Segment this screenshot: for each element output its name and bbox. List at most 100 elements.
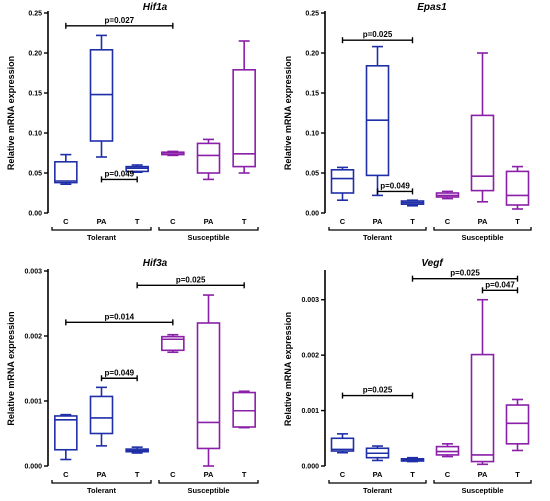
group-label: Tolerant <box>363 486 393 495</box>
box-iqr <box>330 169 355 194</box>
significance-bracket: p=0.027 <box>65 16 174 29</box>
box-tolerant-t <box>125 446 149 454</box>
y-tick-label: 0.05 <box>305 171 319 178</box>
sig-label: p=0.025 <box>363 30 393 39</box>
y-tick-label: 0.10 <box>28 131 42 138</box>
x-category-label: PA <box>204 470 214 479</box>
sig-label: p=0.025 <box>363 386 393 395</box>
box-iqr <box>330 437 355 452</box>
x-category-label: PA <box>478 217 488 226</box>
panel-3: Vegf Relative mRNA expression 0.000 0.001 0.… <box>283 258 532 495</box>
chart-title: Hif3a <box>143 258 168 269</box>
x-category-label: C <box>63 217 69 226</box>
box-tolerant-t <box>400 456 425 463</box>
panel-1: Epas1 Relative mRNA expression 0.00 0.05 0.1… <box>283 2 532 242</box>
x-category-label: T <box>515 470 520 479</box>
group-label: Susceptible <box>461 486 503 495</box>
sig-label: p=0.047 <box>485 280 515 289</box>
box-tolerant-c <box>54 153 78 185</box>
group-label: Susceptible <box>187 233 229 242</box>
y-tick-label: 0.003 <box>24 269 42 276</box>
x-category-label: C <box>445 217 451 226</box>
x-category-label: T <box>242 470 247 479</box>
significance-bracket: p=0.025 <box>341 30 414 44</box>
panel-0: Hif1a Relative mRNA expression 0.00 0.05 0.1… <box>6 2 259 242</box>
x-category-label: T <box>135 470 140 479</box>
x-category-label: PA <box>373 217 383 226</box>
box-iqr <box>470 114 495 192</box>
box-susceptible-t <box>232 40 256 174</box>
box-iqr <box>54 161 78 184</box>
sig-label: p=0.049 <box>380 181 410 190</box>
box-tolerant-c <box>54 413 78 461</box>
sig-label: p=0.025 <box>176 275 206 284</box>
group-bracket <box>328 480 427 484</box>
y-tick-label: 0.00 <box>28 211 42 218</box>
sig-label: p=0.049 <box>105 368 135 377</box>
significance-bracket: p=0.025 <box>136 275 245 289</box>
box-tolerant-c <box>330 433 355 454</box>
significance-bracket: p=0.014 <box>65 312 174 326</box>
box-tolerant-pa <box>365 445 390 462</box>
x-category-label: T <box>410 217 415 226</box>
box-susceptible-c <box>161 333 185 354</box>
group-label: Tolerant <box>363 233 393 242</box>
group-bracket <box>51 480 152 484</box>
chart-title: Vegf <box>421 258 444 269</box>
y-tick-label: 0.20 <box>305 51 319 58</box>
y-tick-label: 0.15 <box>305 91 319 98</box>
significance-bracket: p=0.047 <box>481 280 519 294</box>
box-susceptible-t <box>505 398 530 452</box>
x-category-label: PA <box>478 470 488 479</box>
x-category-label: C <box>445 470 451 479</box>
y-tick-label: 0.002 <box>301 353 319 360</box>
sig-label: p=0.049 <box>105 169 135 178</box>
box-susceptible-c <box>435 443 460 458</box>
box-iqr <box>196 322 221 450</box>
box-tolerant-t <box>400 199 425 207</box>
significance-bracket: p=0.049 <box>100 169 138 183</box>
box-tolerant-t <box>125 164 149 173</box>
box-tolerant-c <box>330 166 355 201</box>
y-tick-label: 0.15 <box>28 91 42 98</box>
x-category-label: T <box>135 217 140 226</box>
box-tolerant-pa <box>365 45 390 197</box>
chart-title: Epas1 <box>417 2 447 13</box>
y-axis-label: Relative mRNA expression <box>6 311 16 425</box>
x-category-label: PA <box>97 470 107 479</box>
sig-label: p=0.027 <box>105 16 135 25</box>
x-category-label: T <box>410 470 415 479</box>
box-susceptible-t <box>232 390 256 429</box>
y-tick-label: 0.001 <box>301 408 319 415</box>
x-category-label: T <box>242 217 247 226</box>
box-susceptible-pa <box>470 298 495 466</box>
x-category-label: C <box>340 470 346 479</box>
x-category-label: C <box>340 217 346 226</box>
x-category-label: PA <box>373 470 383 479</box>
group-label: Tolerant <box>87 233 117 242</box>
x-category-label: C <box>170 217 176 226</box>
y-tick-label: 0.001 <box>24 399 42 406</box>
panel-2: Hif3a Relative mRNA expression 0.000 0.001 0… <box>6 258 259 495</box>
box-susceptible-pa <box>196 294 221 467</box>
group-bracket <box>51 227 152 231</box>
y-tick-label: 0.05 <box>28 171 42 178</box>
x-category-label: C <box>170 470 176 479</box>
box-iqr <box>470 353 495 463</box>
box-susceptible-c <box>161 150 185 157</box>
y-tick-label: 0.10 <box>305 131 319 138</box>
box-iqr <box>161 335 185 352</box>
significance-bracket: p=0.049 <box>100 368 138 382</box>
box-susceptible-pa <box>196 138 221 181</box>
group-bracket <box>433 480 532 484</box>
y-axis-label: Relative mRNA expression <box>6 56 16 170</box>
y-tick-label: 0.000 <box>301 464 319 471</box>
y-tick-label: 0.000 <box>24 464 42 471</box>
box-iqr <box>505 170 530 206</box>
significance-bracket: p=0.025 <box>411 269 519 282</box>
box-susceptible-pa <box>470 52 495 203</box>
y-tick-label: 0.25 <box>28 11 42 18</box>
box-tolerant-pa <box>89 386 114 447</box>
